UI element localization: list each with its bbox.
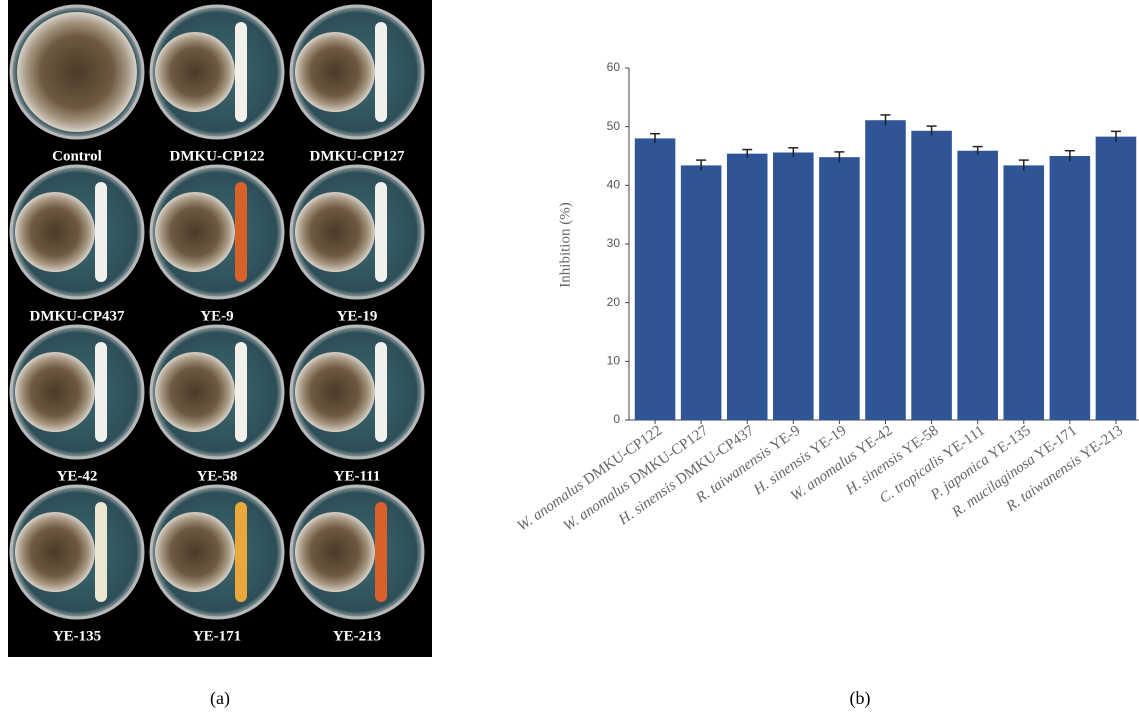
fungal-colony xyxy=(295,512,375,592)
caption-a: (a) xyxy=(210,688,230,709)
bar xyxy=(635,138,676,420)
caption-b: (b) xyxy=(850,688,871,709)
yeast-streak xyxy=(235,502,247,602)
dish-label: YE-42 xyxy=(57,468,98,484)
fungal-colony xyxy=(15,192,95,272)
dish-label: YE-19 xyxy=(337,308,378,324)
fungal-colony xyxy=(155,32,235,112)
figure: Control DMKU-CP122 DMKU-CP127 DMKU-CP437 YE-… xyxy=(0,0,1139,718)
yeast-streak xyxy=(375,342,387,442)
fungal-colony xyxy=(15,352,95,432)
bar xyxy=(1003,165,1044,420)
yeast-streak xyxy=(235,22,247,122)
y-axis-label: Inhibition (%) xyxy=(557,202,573,287)
bar xyxy=(957,151,998,420)
bar xyxy=(1096,137,1137,420)
fungal-colony xyxy=(17,12,137,132)
yeast-streak xyxy=(235,342,247,442)
yeast-streak xyxy=(95,182,107,282)
yeast-streak xyxy=(375,182,387,282)
dish-label: YE-171 xyxy=(193,628,241,644)
fungal-colony xyxy=(295,352,375,432)
yeast-streak xyxy=(375,502,387,602)
page: {"panel_a": {"labels": ["Control", "DMKU… xyxy=(0,0,1139,718)
dish-label: DMKU-CP122 xyxy=(170,148,265,164)
fungal-colony xyxy=(155,352,235,432)
dish-label: YE-135 xyxy=(53,628,101,644)
fungal-colony xyxy=(295,32,375,112)
dish-label: YE-111 xyxy=(334,468,381,484)
y-tick-label: 10 xyxy=(607,354,621,368)
y-tick-label: 30 xyxy=(607,236,621,250)
y-tick-label: 40 xyxy=(607,178,621,192)
bar xyxy=(911,131,952,420)
bar xyxy=(819,157,860,420)
dish-label: Control xyxy=(52,148,102,164)
bar xyxy=(773,152,814,420)
y-tick-label: 60 xyxy=(607,60,621,74)
yeast-streak xyxy=(95,342,107,442)
dish-label: YE-9 xyxy=(200,308,233,324)
yeast-streak xyxy=(95,502,107,602)
bar xyxy=(727,154,768,420)
dish-label: DMKU-CP437 xyxy=(30,308,125,324)
dish-label: YE-58 xyxy=(197,468,238,484)
fungal-colony xyxy=(15,512,95,592)
y-tick-label: 0 xyxy=(613,412,620,426)
bar xyxy=(865,120,906,420)
y-tick-label: 20 xyxy=(607,295,621,309)
yeast-streak xyxy=(375,22,387,122)
yeast-streak xyxy=(235,182,247,282)
fungal-colony xyxy=(155,192,235,272)
fungal-colony xyxy=(155,512,235,592)
bar xyxy=(1050,156,1091,420)
dish-label: DMKU-CP127 xyxy=(310,148,405,164)
fungal-colony xyxy=(295,192,375,272)
y-tick-label: 50 xyxy=(607,119,621,133)
bar xyxy=(681,165,722,420)
photo-panel: Control DMKU-CP122 DMKU-CP127 DMKU-CP437 YE-… xyxy=(11,6,423,644)
dish-label: YE-213 xyxy=(333,628,381,644)
